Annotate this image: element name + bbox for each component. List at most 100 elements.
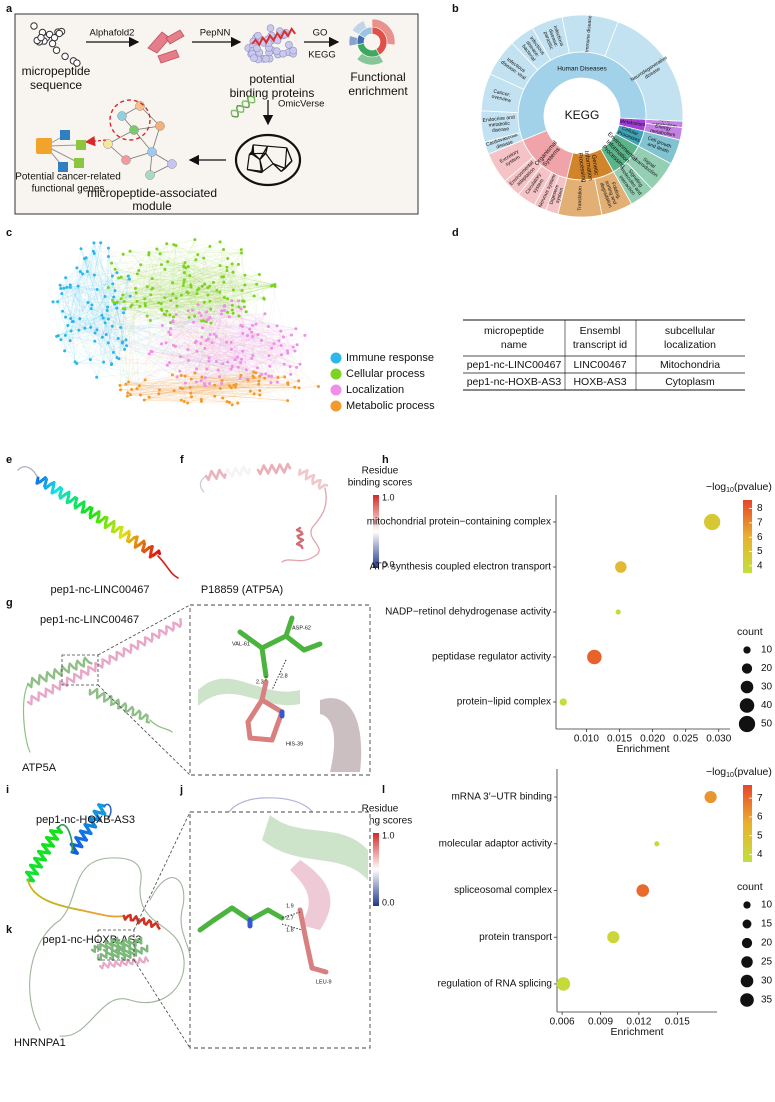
network-node [279, 344, 283, 348]
module-edge [107, 129, 135, 145]
network-edge [161, 302, 205, 304]
panel-label: l [382, 784, 385, 796]
network-edge [170, 334, 208, 370]
network-edge [127, 386, 236, 397]
network-edge [139, 254, 149, 307]
network-edge [137, 273, 260, 275]
network-edge [170, 334, 285, 365]
network-edge [102, 337, 288, 384]
network-edge [130, 374, 173, 395]
network-edge [238, 355, 254, 368]
network-edge [107, 306, 174, 318]
network-edge [130, 285, 273, 307]
table-header: localization [664, 339, 716, 351]
network-node [184, 266, 188, 270]
network-edge [84, 326, 243, 329]
network-node [182, 264, 186, 268]
label: OmicVerse [278, 99, 324, 110]
network-edge [148, 252, 151, 321]
network-edge [117, 291, 220, 303]
network-edge [144, 376, 260, 401]
network-node [213, 383, 217, 387]
network-node [280, 353, 284, 357]
network-edge [219, 328, 250, 378]
network-edge [176, 336, 217, 378]
network-edge [208, 334, 292, 362]
network-edge [184, 279, 212, 324]
network-edge [121, 276, 272, 287]
zoom-cartoon [198, 678, 300, 706]
network-edge [80, 258, 85, 272]
network-edge [179, 370, 249, 381]
network-edge [173, 310, 222, 346]
network-edge [101, 307, 117, 316]
network-node [95, 288, 99, 292]
network-edge [149, 336, 253, 398]
network-edge [271, 284, 276, 377]
network-edge [196, 350, 241, 363]
network-edge [129, 251, 141, 265]
network-edge [108, 252, 242, 288]
network-edge [108, 318, 260, 396]
network-edge [212, 342, 239, 368]
network-edge [80, 248, 118, 358]
network-node [100, 335, 104, 339]
network-edge [241, 346, 294, 360]
network-edge [161, 239, 196, 304]
network-edge [183, 270, 228, 286]
network-node [124, 382, 128, 386]
network-edge [170, 320, 204, 323]
network-edge [159, 253, 162, 310]
network-edge [201, 337, 234, 386]
network-edge [124, 279, 130, 310]
network-edge [65, 253, 95, 318]
network-edge [188, 292, 211, 310]
legend-label: Localization [346, 384, 404, 396]
network-edge [119, 301, 138, 386]
network-edge [137, 273, 240, 317]
network-edge [67, 271, 81, 326]
network-node [103, 321, 107, 325]
network-edge [227, 258, 245, 302]
bead [52, 46, 61, 54]
module-highlight [109, 99, 151, 141]
network-edge [100, 242, 107, 335]
protein-atom [266, 24, 275, 33]
category-label: protein−lipid complex [457, 697, 551, 708]
network-edge [70, 284, 167, 344]
network-edge [112, 283, 203, 378]
network-edge [65, 304, 93, 318]
network-edge [216, 290, 300, 389]
network-edge [84, 258, 126, 310]
network-node [167, 330, 171, 334]
network-node [205, 310, 209, 314]
network-edge [150, 291, 220, 295]
network-edge [184, 397, 223, 402]
network-edge [84, 258, 131, 297]
network-edge [140, 264, 208, 288]
network-node [179, 398, 183, 402]
label: Functional [350, 70, 405, 84]
network-edge [169, 362, 258, 368]
network-node [240, 357, 244, 361]
network-edge [70, 271, 81, 288]
network-edge [201, 376, 223, 399]
zoom-line [133, 811, 191, 931]
network-edge [87, 271, 113, 285]
network-edge [80, 271, 113, 285]
network-edge [122, 272, 234, 296]
zoom-line [97, 684, 191, 776]
network-edge [208, 338, 270, 367]
network-edge [90, 290, 116, 328]
network-edge [219, 354, 282, 378]
dot [704, 513, 721, 531]
network-edge [241, 308, 291, 367]
network-edge [140, 382, 288, 396]
helix [247, 467, 252, 476]
network-node [229, 347, 233, 351]
network-edge [201, 252, 242, 322]
network-node [143, 302, 147, 306]
network-node [202, 300, 206, 304]
network-edge [82, 242, 95, 274]
gene-node [60, 130, 70, 140]
